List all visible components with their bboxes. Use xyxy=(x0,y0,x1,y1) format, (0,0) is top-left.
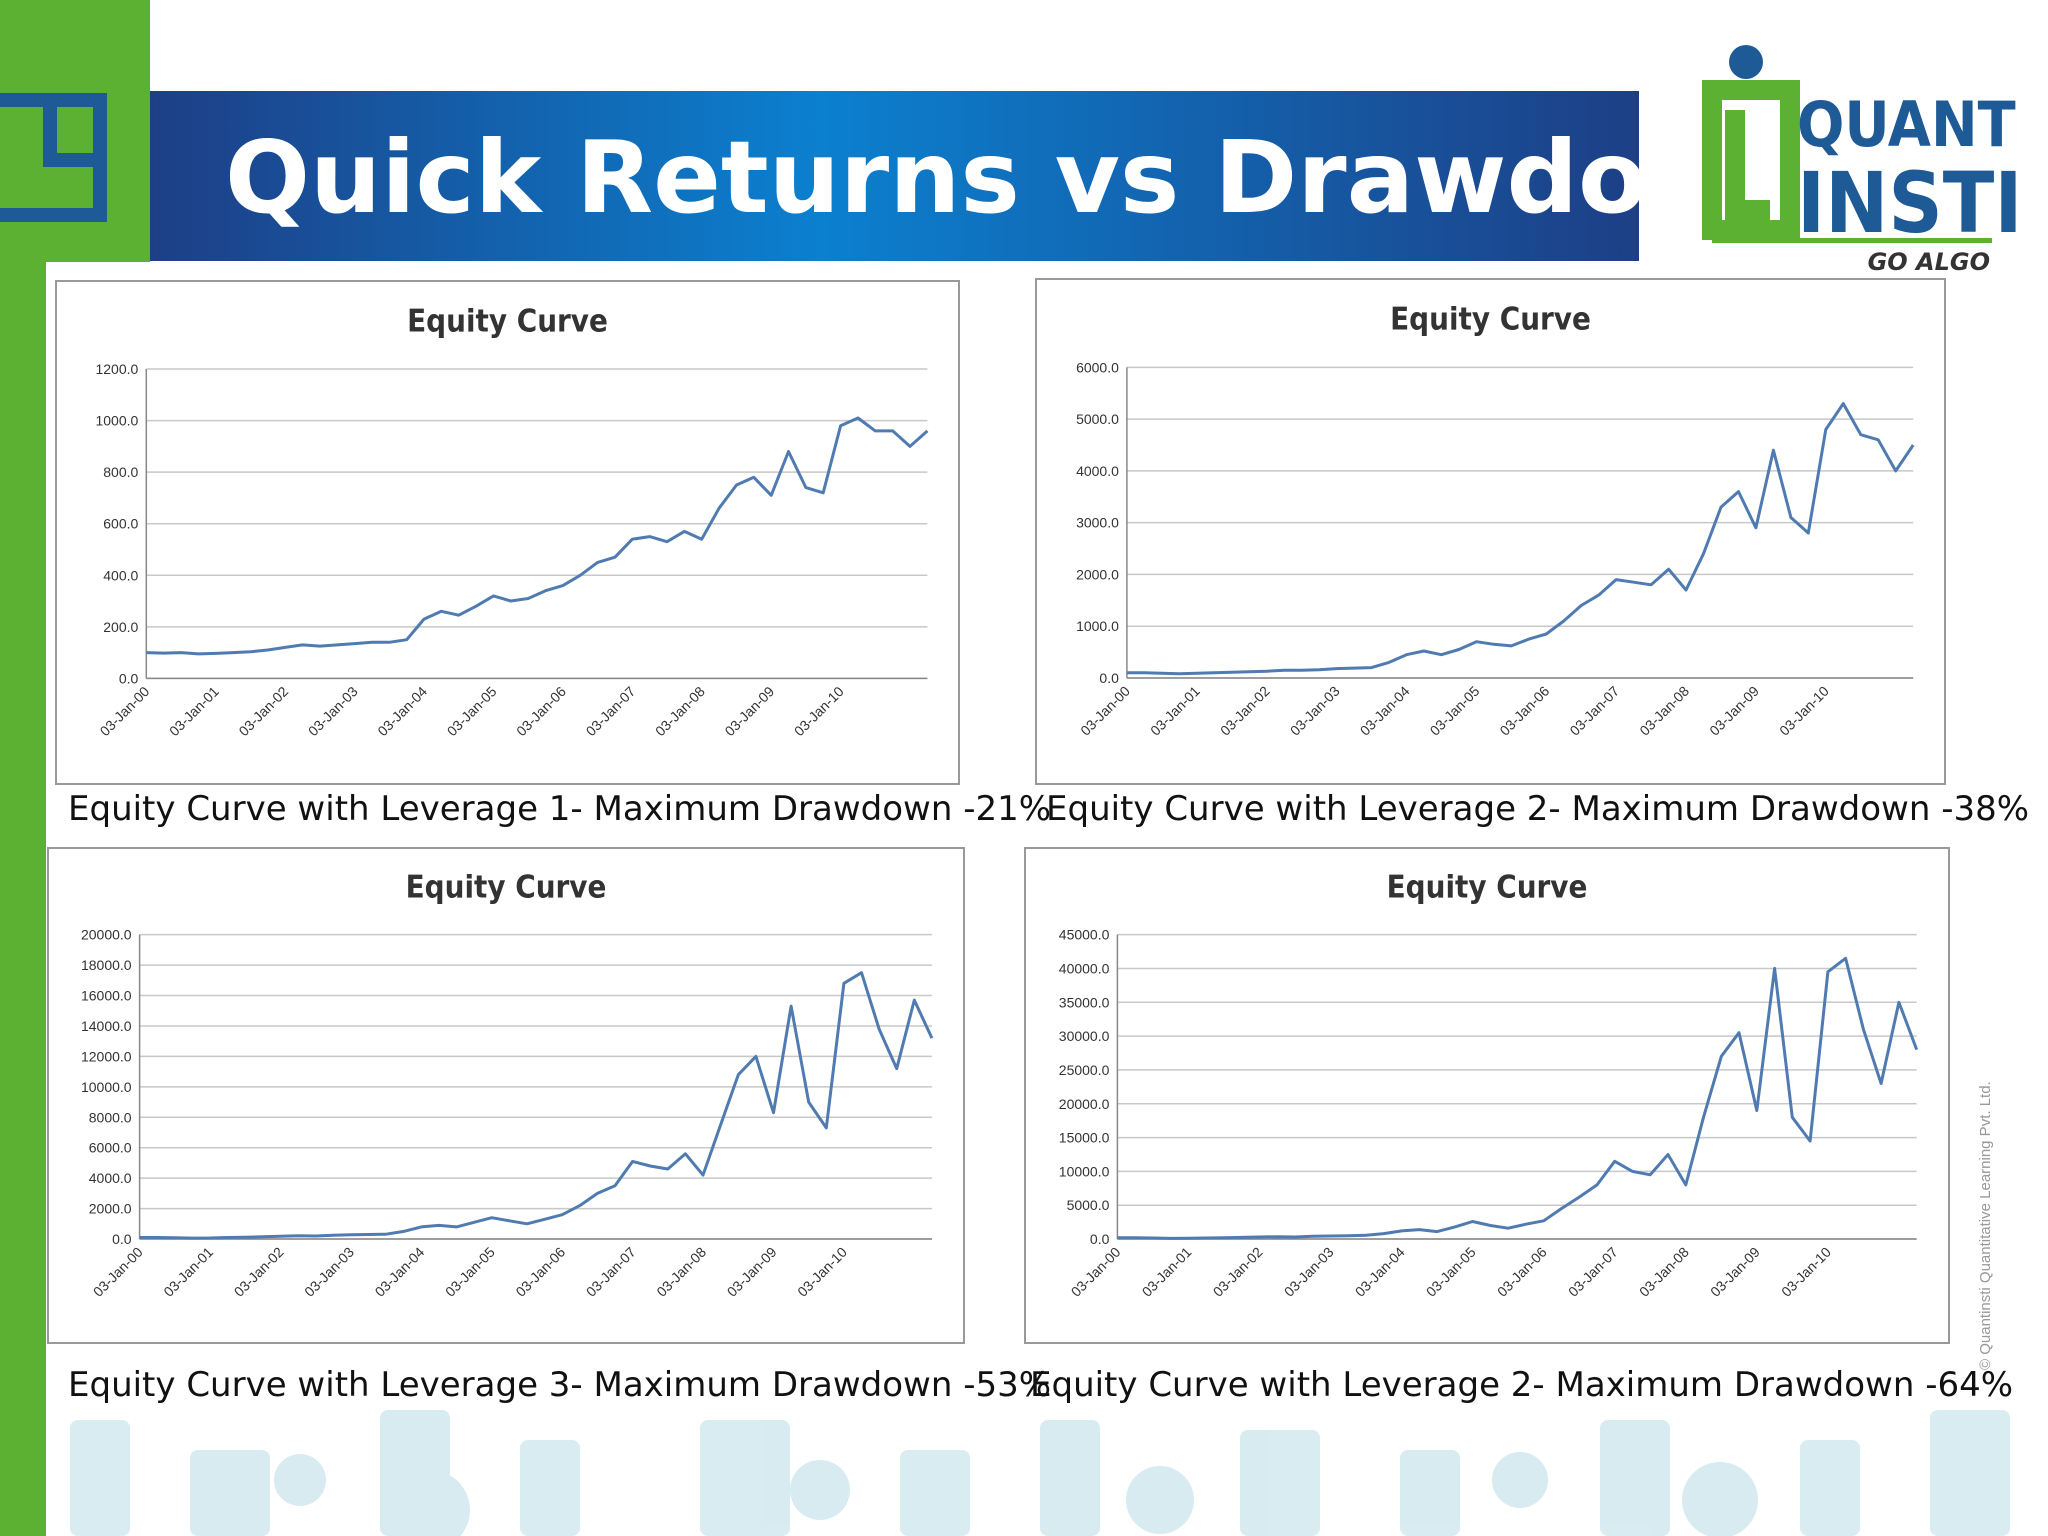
watermark: © Quantinsti Quantitative Learning Pvt. … xyxy=(1977,1081,1994,1370)
chart: Equity Curve 0.0 1000.0 2000.0 3000.0 4000.0 5… xyxy=(1035,278,1946,785)
y-tick-label: 800.0 xyxy=(103,464,138,480)
corner-icon xyxy=(43,100,100,167)
equity-line xyxy=(1117,956,1919,1240)
y-tick-label: 2000.0 xyxy=(1076,566,1119,582)
y-tick-label: 10000.0 xyxy=(81,1079,132,1095)
chart-frame xyxy=(47,847,965,1344)
chart-caption: Equity Curve with Leverage 2- Maximum Dr… xyxy=(1046,789,2029,829)
chart-frame xyxy=(1035,278,1946,785)
background-pattern xyxy=(70,1410,2010,1536)
y-tick-label: 200.0 xyxy=(103,619,138,635)
chart-frame xyxy=(55,280,960,785)
chart-caption: Equity Curve with Leverage 3- Maximum Dr… xyxy=(68,1365,1051,1405)
chart-title: Equity Curve xyxy=(1390,302,1591,338)
chart-title: Equity Curve xyxy=(1387,870,1588,906)
y-tick-label: 8000.0 xyxy=(89,1109,132,1125)
equity-line xyxy=(1126,402,1915,676)
chart-title: Equity Curve xyxy=(407,303,608,339)
title-band xyxy=(150,91,1639,261)
chart: Equity Curve 0.0 5000.0 10000.0 15000.0 20000… xyxy=(1024,847,1950,1344)
y-tick-label: 0.0 xyxy=(119,670,139,686)
y-tick-label: 30000.0 xyxy=(1059,1028,1110,1044)
logo-text: INSTI xyxy=(1797,154,2022,252)
y-tick-label: 1200.0 xyxy=(95,361,138,377)
logo: QUANT INSTI GO ALGO xyxy=(1702,45,2022,276)
y-tick-label: 400.0 xyxy=(103,567,138,583)
y-tick-label: 35000.0 xyxy=(1059,994,1110,1010)
y-tick-label: 25000.0 xyxy=(1059,1062,1110,1078)
y-tick-label: 16000.0 xyxy=(81,988,132,1004)
y-tick-label: 6000.0 xyxy=(1076,359,1119,375)
y-tick-label: 1000.0 xyxy=(95,413,138,429)
y-tick-label: 3000.0 xyxy=(1076,515,1119,531)
chart-caption: Equity Curve with Leverage 2- Maximum Dr… xyxy=(1030,1365,2013,1405)
y-tick-label: 5000.0 xyxy=(1067,1197,1110,1213)
equity-line xyxy=(146,416,929,656)
chart-caption: Equity Curve with Leverage 1- Maximum Dr… xyxy=(68,789,1051,829)
y-tick-label: 5000.0 xyxy=(1076,411,1119,427)
y-tick-label: 4000.0 xyxy=(1076,463,1119,479)
y-tick-label: 45000.0 xyxy=(1059,927,1110,943)
y-tick-label: 4000.0 xyxy=(89,1170,132,1186)
y-tick-label: 6000.0 xyxy=(89,1140,132,1156)
chart: Equity Curve 0.0 200.0 400.0 600.0 800.0 1000.… xyxy=(55,280,960,785)
logo-text: QUANT xyxy=(1797,88,2016,161)
y-tick-label: 0.0 xyxy=(1090,1231,1110,1247)
y-tick-label: 18000.0 xyxy=(81,957,132,973)
y-tick-label: 600.0 xyxy=(103,516,138,532)
chart: Equity Curve 0.0 2000.0 4000.0 6000.0 8000.0 1… xyxy=(47,847,965,1344)
slide-title: Quick Returns vs Drawdown xyxy=(225,119,1810,236)
y-tick-label: 14000.0 xyxy=(81,1018,132,1034)
logo-tagline: GO ALGO xyxy=(1868,248,1990,276)
corner-block xyxy=(0,0,150,262)
y-tick-label: 20000.0 xyxy=(1059,1096,1110,1112)
equity-line xyxy=(139,971,934,1240)
y-tick-label: 1000.0 xyxy=(1076,618,1119,634)
y-tick-label: 2000.0 xyxy=(89,1201,132,1217)
y-tick-label: 40000.0 xyxy=(1059,960,1110,976)
chart-frame xyxy=(1024,847,1950,1344)
y-tick-label: 0.0 xyxy=(112,1231,132,1247)
y-tick-label: 0.0 xyxy=(1099,670,1119,686)
y-tick-label: 20000.0 xyxy=(81,927,132,943)
y-tick-label: 12000.0 xyxy=(81,1048,132,1064)
y-tick-label: 15000.0 xyxy=(1059,1130,1110,1146)
chart-title: Equity Curve xyxy=(406,870,607,906)
y-tick-label: 10000.0 xyxy=(1059,1163,1110,1179)
